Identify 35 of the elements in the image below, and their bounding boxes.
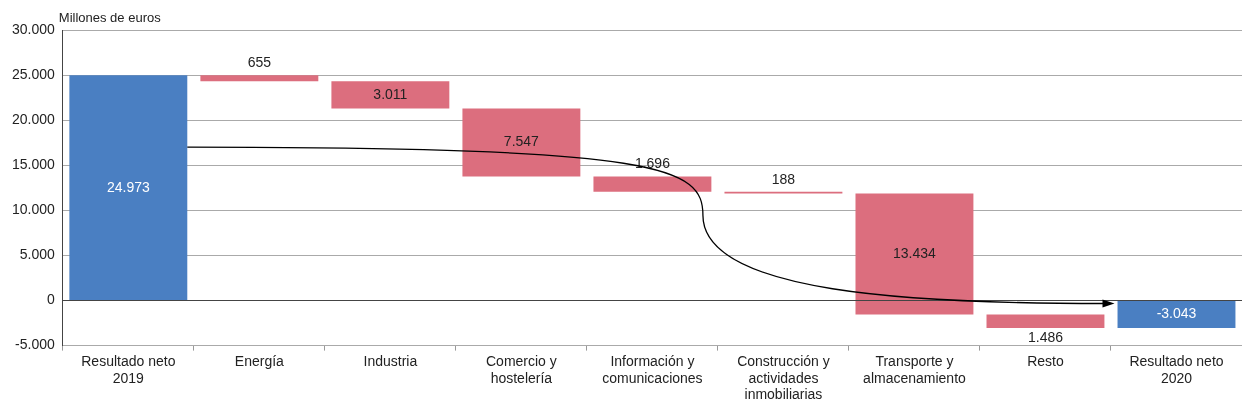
- data-label: 655: [247, 54, 272, 71]
- y-tick-label: 20.000: [11, 111, 56, 128]
- x-tick-label: Energía: [234, 352, 285, 369]
- data-label: 188: [771, 170, 796, 187]
- data-label: 7.547: [503, 133, 540, 150]
- data-label: 1.486: [1027, 328, 1064, 345]
- data-label: 13.434: [893, 244, 937, 261]
- x-tick-label: Industria: [363, 352, 418, 369]
- y-tick-label: 15.000: [11, 156, 56, 173]
- bar: [986, 314, 1105, 328]
- data-label: 3.011: [373, 85, 408, 102]
- y-tick-label: 5.000: [19, 246, 56, 263]
- bar: [593, 176, 712, 192]
- y-tick-label: 25.000: [11, 65, 56, 82]
- x-tick-label: Resultado neto 2020: [1129, 352, 1224, 386]
- data-label: 1.696: [634, 155, 671, 172]
- bar: [331, 81, 450, 109]
- x-tick-label: Comercio y hostelería: [485, 352, 557, 386]
- bar: [462, 108, 581, 177]
- y-tick-label: 10.000: [11, 201, 56, 218]
- x-tick-label: Construcción y actividades inmobiliarias: [737, 352, 830, 403]
- y-axis-title: Millones de euros: [58, 10, 162, 25]
- x-tick-label: Resto: [1027, 352, 1064, 369]
- bar: [69, 75, 188, 301]
- x-tick-label: Información y comunicaciones: [602, 352, 703, 386]
- y-tick-label: -5.000: [15, 336, 56, 353]
- y-tick-label: 30.000: [11, 20, 56, 37]
- bar: [200, 75, 319, 82]
- bar: [1117, 301, 1236, 328]
- data-label: 24.973: [106, 178, 150, 195]
- y-tick-label: 0: [47, 291, 56, 308]
- x-tick-label: Transporte y almacenamiento: [863, 352, 967, 386]
- data-label: -3.043: [1156, 305, 1197, 322]
- bar: [855, 193, 974, 315]
- x-tick-label: Resultado neto 2019: [81, 352, 176, 386]
